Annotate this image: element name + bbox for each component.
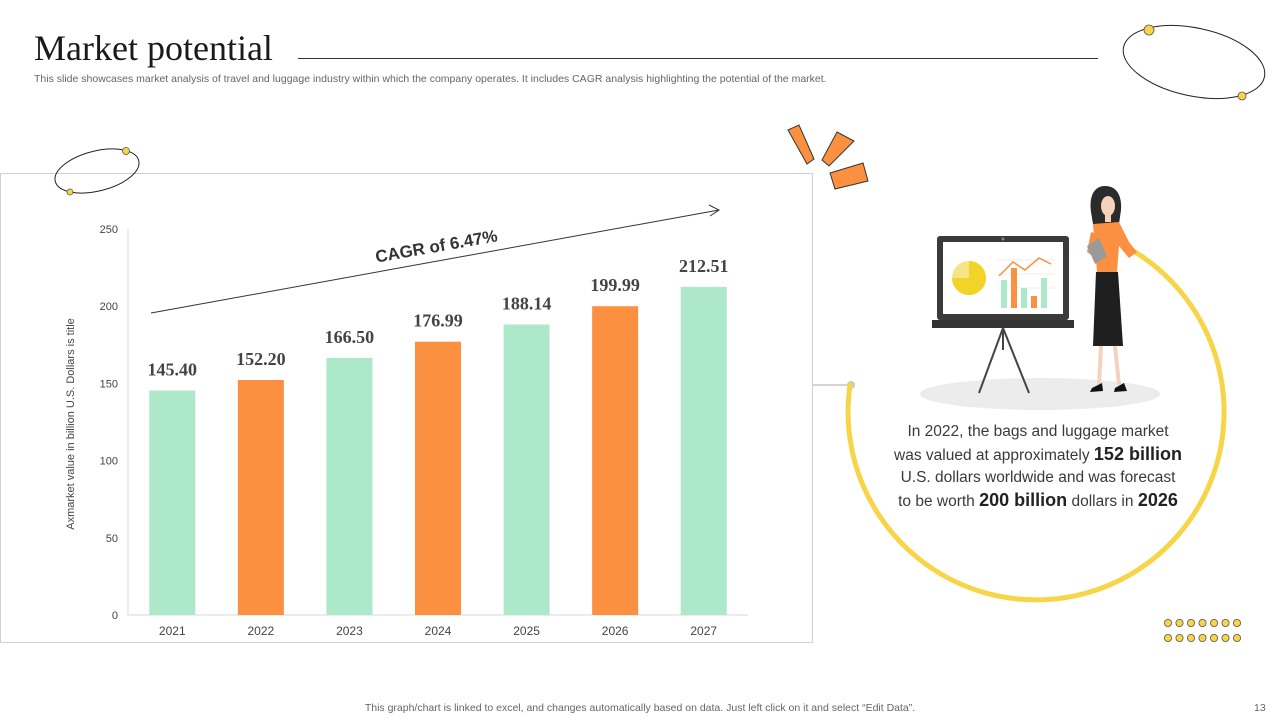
dot-icon (1221, 633, 1230, 642)
dot-icon (1175, 619, 1184, 627)
dot-icon (1186, 633, 1195, 642)
yellow-dot-icon (1237, 91, 1247, 101)
bar-value-label: 176.99 (413, 311, 463, 331)
x-tick-label: 2025 (513, 624, 540, 638)
dot-icon (1186, 619, 1195, 627)
dot-icon (1198, 633, 1207, 642)
y-tick-label: 100 (100, 456, 118, 468)
dot-icon (1210, 619, 1219, 627)
bar-2027 (680, 286, 727, 615)
floor-shadow (920, 378, 1160, 410)
burst-accent-icon (787, 124, 869, 190)
summary-text-part: U.S. dollars worldwide and was forecast … (898, 469, 1176, 510)
presenter-illustration (920, 186, 1160, 410)
dot-icon (1233, 619, 1242, 627)
bar-2026 (592, 306, 639, 615)
dot-icon (1175, 633, 1184, 642)
bar-2024 (415, 341, 461, 615)
bar-2025 (503, 324, 550, 615)
bar-chart-container: 145.40 152.20 166.50 176.99 188.14 199.99 212.… (0, 173, 813, 643)
summary-text-part: In 2022, the bags and luggage market was… (894, 423, 1169, 464)
bar-value-label: 166.50 (325, 327, 375, 347)
x-tick-label: 2023 (336, 624, 363, 638)
yellow-dot-icon (122, 147, 130, 155)
cagr-annotation: CAGR of 6.47% (374, 226, 499, 266)
x-tick-label: 2026 (602, 624, 629, 638)
dot-icon (1164, 633, 1172, 642)
summary-highlight-year: 2026 (1137, 490, 1178, 510)
x-tick-label: 2022 (248, 624, 275, 638)
dot-icon (1233, 633, 1242, 642)
y-tick-label: 0 (112, 610, 118, 622)
bar-value-label: 152.20 (236, 349, 286, 369)
dot-icon (1221, 619, 1230, 627)
decorative-ellipse-top-right (1122, 24, 1266, 101)
bar-chart: 145.40 152.20 166.50 176.99 188.14 199.99 212.… (65, 204, 748, 638)
dot-icon (1210, 633, 1219, 642)
bar-2021 (149, 390, 196, 615)
x-tick-label: 2024 (425, 624, 452, 638)
page-title: Market potential (34, 28, 273, 68)
summary-text-part: dollars in (1067, 493, 1138, 510)
yellow-dot-icon (1143, 24, 1155, 36)
summary-highlight-2022: 152 billion (1093, 444, 1182, 464)
title-underline (298, 58, 1098, 59)
x-tick-label: 2027 (690, 624, 717, 638)
dot-icon (1198, 619, 1207, 627)
bar-value-label: 145.40 (148, 360, 198, 380)
page-subtitle: This slide showcases market analysis of … (34, 73, 827, 85)
bar-2022 (237, 380, 284, 615)
bar-2023 (326, 357, 373, 615)
presentation-board-icon (932, 236, 1074, 394)
market-summary-text: In 2022, the bags and luggage market was… (893, 421, 1183, 513)
y-tick-label: 150 (100, 378, 118, 390)
footer-note: This graph/chart is linked to excel, and… (364, 702, 916, 714)
highlight-circle (845, 246, 1227, 603)
summary-highlight-forecast: 200 billion (979, 490, 1068, 510)
y-axis-label: Axmarket value in billion U.S. Dollars i… (65, 318, 77, 530)
cagr-trend-arrow (150, 209, 720, 314)
y-tick-label: 250 (100, 224, 118, 236)
page-number: 13 (1254, 702, 1266, 714)
dot-icon (1164, 619, 1172, 627)
bar-value-label: 188.14 (502, 294, 552, 314)
yellow-dot-icon (66, 188, 74, 196)
cagr-arrow-head-icon (708, 204, 720, 217)
y-tick-label: 50 (106, 533, 118, 545)
y-tick-label: 200 (100, 301, 118, 313)
woman-presenter-icon (1087, 186, 1137, 392)
decorative-ellipse-chart (54, 147, 140, 196)
bar-value-label: 199.99 (590, 275, 640, 295)
dot-grid-decoration (1164, 619, 1242, 642)
x-tick-label: 2021 (159, 624, 186, 638)
bar-value-label: 212.51 (679, 256, 729, 276)
